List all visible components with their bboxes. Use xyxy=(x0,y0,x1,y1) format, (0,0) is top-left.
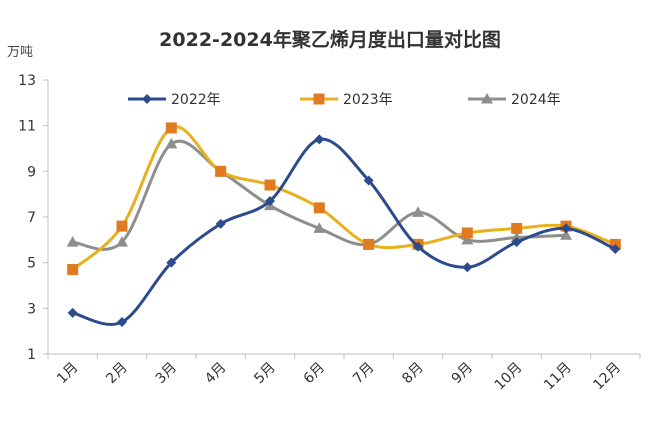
x-tick-label: 12月 xyxy=(590,360,624,394)
legend-label: 2024年 xyxy=(511,92,561,108)
series-line xyxy=(71,137,617,326)
data-point xyxy=(610,243,621,254)
series-line xyxy=(71,139,568,251)
x-tick-label: 5月 xyxy=(251,360,279,388)
data-point xyxy=(66,236,79,247)
series-layer xyxy=(66,122,621,328)
series-2022年 xyxy=(67,134,621,328)
legend-item: 2024年 xyxy=(468,92,561,108)
data-point xyxy=(314,134,325,145)
data-point xyxy=(67,307,78,318)
chart-title: 2022-2024年聚乙烯月度出口量对比图 xyxy=(159,28,501,51)
x-tick-label: 4月 xyxy=(202,360,230,388)
data-point xyxy=(363,175,374,186)
y-tick-label: 7 xyxy=(27,210,36,226)
data-point xyxy=(116,236,128,247)
y-tick-label: 1 xyxy=(27,347,36,363)
series-line xyxy=(71,125,617,272)
x-tick-label: 10月 xyxy=(492,360,526,394)
legend-label: 2023年 xyxy=(343,92,393,108)
data-point xyxy=(116,220,128,232)
y-tick-label: 11 xyxy=(18,119,36,135)
x-tick-label: 1月 xyxy=(54,360,82,388)
x-tick-label: 9月 xyxy=(449,360,477,388)
data-point xyxy=(561,223,571,234)
x-tick-label: 2月 xyxy=(103,360,131,388)
legend-item: 2022年 xyxy=(128,92,221,108)
data-point xyxy=(264,179,276,191)
data-point xyxy=(313,222,326,233)
series-2023年 xyxy=(67,122,621,276)
y-tick-label: 3 xyxy=(27,301,36,317)
legend-swatch-marker xyxy=(481,93,493,104)
data-point xyxy=(511,237,522,248)
data-point xyxy=(511,222,523,234)
x-tick-label: 7月 xyxy=(350,360,378,388)
data-point xyxy=(215,165,227,177)
x-tick-label: 8月 xyxy=(399,360,427,388)
data-point xyxy=(313,202,325,214)
data-point xyxy=(165,137,178,149)
y-unit-label: 万吨 xyxy=(7,45,33,60)
data-point xyxy=(265,196,275,207)
x-tick-label: 6月 xyxy=(301,360,329,388)
legend-swatch-marker xyxy=(142,94,152,104)
x-tick-label: 3月 xyxy=(153,360,181,388)
x-tick-label: 11月 xyxy=(541,360,575,394)
data-point xyxy=(412,206,424,217)
data-point xyxy=(166,257,177,268)
data-point xyxy=(215,218,226,229)
series-2024年 xyxy=(66,137,572,251)
y-tick-label: 9 xyxy=(27,164,36,180)
data-point xyxy=(117,317,127,328)
y-tick-label: 5 xyxy=(27,256,36,272)
data-point xyxy=(461,227,473,239)
data-point xyxy=(413,241,423,252)
legend-label: 2022年 xyxy=(171,92,221,108)
data-point xyxy=(462,262,473,273)
data-point xyxy=(461,233,474,245)
legend: 2022年 2023年 2024年 xyxy=(128,92,561,108)
data-point xyxy=(67,264,79,276)
legend-item: 2023年 xyxy=(300,92,393,108)
legend-swatch-marker xyxy=(313,93,325,105)
data-point xyxy=(165,122,177,134)
y-tick-label: 13 xyxy=(18,73,36,89)
data-point xyxy=(560,229,572,240)
data-point xyxy=(363,238,375,250)
